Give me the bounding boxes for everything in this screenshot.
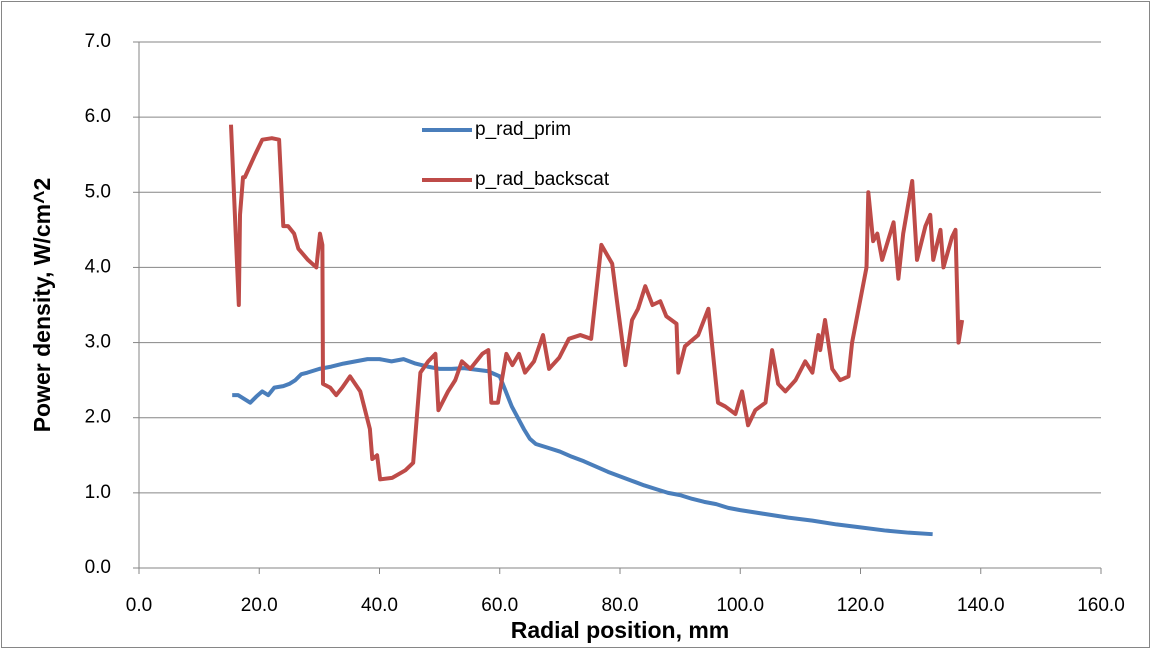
legend-label: p_rad_prim [475,119,571,140]
y-tick-label: 0.0 [85,557,111,578]
y-tick-label: 4.0 [85,256,111,277]
x-tick-label: 140.0 [957,595,1005,616]
legend-label: p_rad_backscat [475,169,610,190]
x-tick-label: 40.0 [361,595,398,616]
x-tick-label: 80.0 [602,595,639,616]
x-tick-label: 60.0 [481,595,518,616]
series-line [228,124,965,482]
x-axis-title: Radial position, mm [511,617,730,643]
x-tick-label: 100.0 [716,595,764,616]
y-tick-label: 6.0 [85,106,111,127]
x-tick-label: 160.0 [1077,595,1125,616]
x-tick-label: 0.0 [126,595,152,616]
y-tick-label: 2.0 [85,407,111,428]
series-line [232,357,933,537]
y-tick-label: 5.0 [85,181,111,202]
y-tick-label: 1.0 [85,482,111,503]
y-tick-label: 7.0 [85,31,111,52]
x-tick-label: 120.0 [837,595,885,616]
y-axis-title: Power density, W/cm^2 [29,178,55,433]
y-tick-label: 3.0 [85,332,111,353]
x-tick-label: 20.0 [241,595,278,616]
